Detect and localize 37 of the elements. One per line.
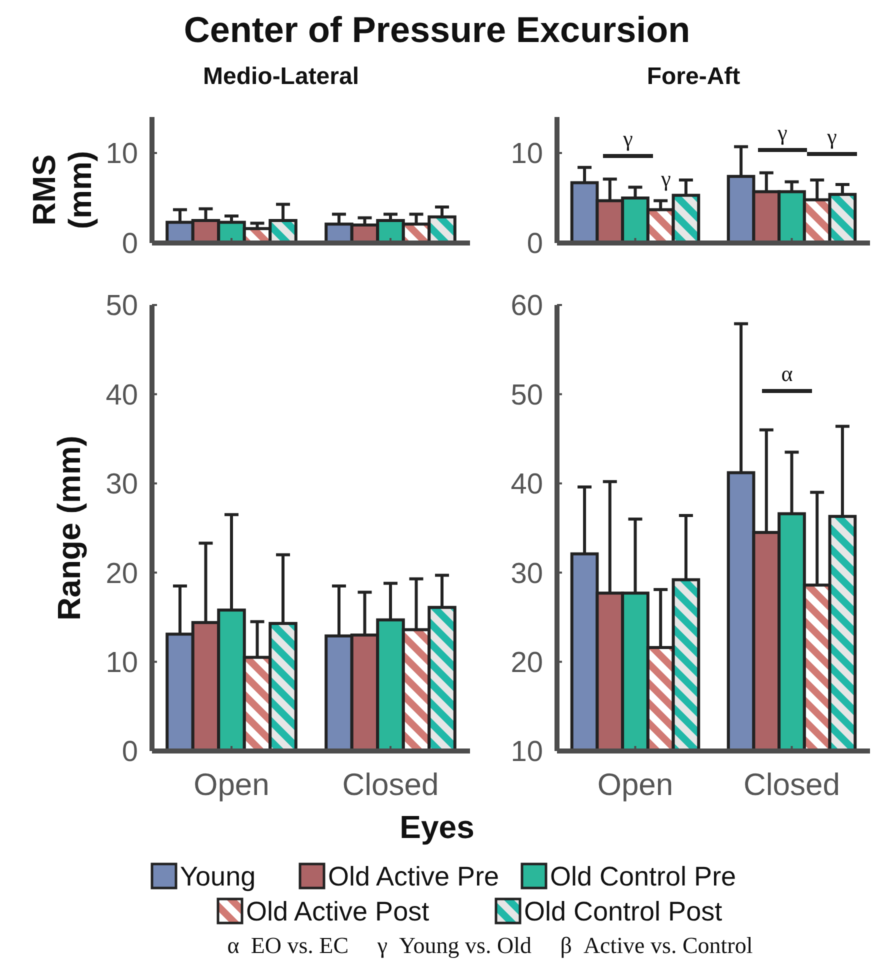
x-tick-label: Closed <box>342 767 439 802</box>
y-tick-label: 40 <box>510 468 543 501</box>
legend-label: Old Control Pre <box>550 861 736 892</box>
y-tick-label: 40 <box>106 379 138 412</box>
y-tick-label: 0 <box>122 736 138 768</box>
x-tick-label: Open <box>194 767 270 802</box>
x-tick-label: Open <box>597 767 674 802</box>
legend-label: Old Control Post <box>524 896 723 926</box>
y-tick-label: 10 <box>106 646 138 679</box>
legend-label: Old Active Pre <box>328 861 500 892</box>
y-tick-label: 10 <box>510 736 543 768</box>
legend-label: Young <box>180 861 256 892</box>
y-tick-label: 20 <box>510 646 543 679</box>
y-tick-label: 0 <box>122 228 138 260</box>
y-tick-label: 30 <box>106 468 138 501</box>
y-tick-label: 50 <box>510 379 543 412</box>
y-axis-title: Range (mm) <box>51 436 87 620</box>
chart-title: Center of Pressure Excursion <box>184 9 690 50</box>
y-tick-label: 60 <box>510 290 543 322</box>
y-tick-label: 0 <box>526 228 543 260</box>
y-tick-label: 10 <box>510 138 543 170</box>
y-tick-label: 30 <box>510 558 543 590</box>
y-tick-label: 10 <box>106 138 138 170</box>
chart-subtitle: Medio-Lateral <box>202 63 360 90</box>
x-tick-label: Closed <box>744 767 840 802</box>
y-tick-label: 20 <box>106 558 138 590</box>
annotation: γ <box>622 126 634 151</box>
y-axis-title: RMS (mm) <box>26 150 98 230</box>
annotation: α <box>781 361 794 386</box>
y-tick-label: 50 <box>106 290 138 322</box>
annotation: γ <box>660 166 672 191</box>
chart-subtitle: Fore-Aft <box>646 63 740 90</box>
text: α EO vs. EC γ Young vs. Old β Active vs. Control <box>227 933 753 958</box>
annotation: γ <box>826 124 838 149</box>
x-axis-title: Eyes <box>400 809 474 845</box>
annotation: γ <box>776 120 788 145</box>
legend-label: Old Active Post <box>246 896 430 926</box>
